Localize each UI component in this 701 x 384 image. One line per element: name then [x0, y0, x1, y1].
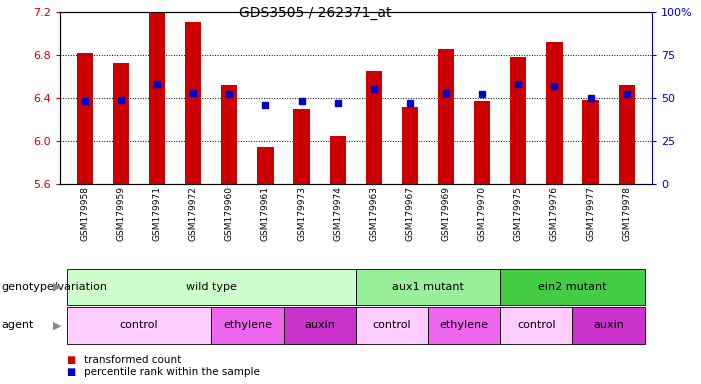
Text: auxin: auxin: [593, 320, 624, 331]
Bar: [113, 63, 129, 184]
Text: ■: ■: [67, 367, 76, 377]
Bar: [438, 49, 454, 184]
Bar: [618, 85, 635, 184]
Bar: [402, 106, 418, 184]
Text: wild type: wild type: [186, 282, 237, 292]
Text: percentile rank within the sample: percentile rank within the sample: [84, 367, 260, 377]
Text: auxin: auxin: [304, 320, 335, 331]
Text: ▶: ▶: [53, 282, 61, 292]
Text: transformed count: transformed count: [84, 355, 182, 365]
Bar: [366, 71, 382, 184]
Text: ▶: ▶: [53, 320, 61, 331]
Text: GDS3505 / 262371_at: GDS3505 / 262371_at: [239, 6, 392, 20]
Bar: [474, 101, 490, 184]
Text: agent: agent: [1, 320, 34, 331]
Bar: [546, 42, 562, 184]
Text: control: control: [517, 320, 556, 331]
Bar: [329, 136, 346, 184]
Text: control: control: [120, 320, 158, 331]
Text: ethylene: ethylene: [440, 320, 489, 331]
Bar: [583, 100, 599, 184]
Bar: [222, 85, 238, 184]
Bar: [149, 12, 165, 184]
Text: ethylene: ethylene: [223, 320, 272, 331]
Bar: [294, 109, 310, 184]
Bar: [76, 53, 93, 184]
Text: genotype/variation: genotype/variation: [1, 282, 107, 292]
Bar: [510, 57, 526, 184]
Bar: [257, 147, 273, 184]
Text: control: control: [372, 320, 411, 331]
Text: ■: ■: [67, 355, 76, 365]
Bar: [185, 22, 201, 184]
Text: aux1 mutant: aux1 mutant: [392, 282, 464, 292]
Text: ein2 mutant: ein2 mutant: [538, 282, 607, 292]
